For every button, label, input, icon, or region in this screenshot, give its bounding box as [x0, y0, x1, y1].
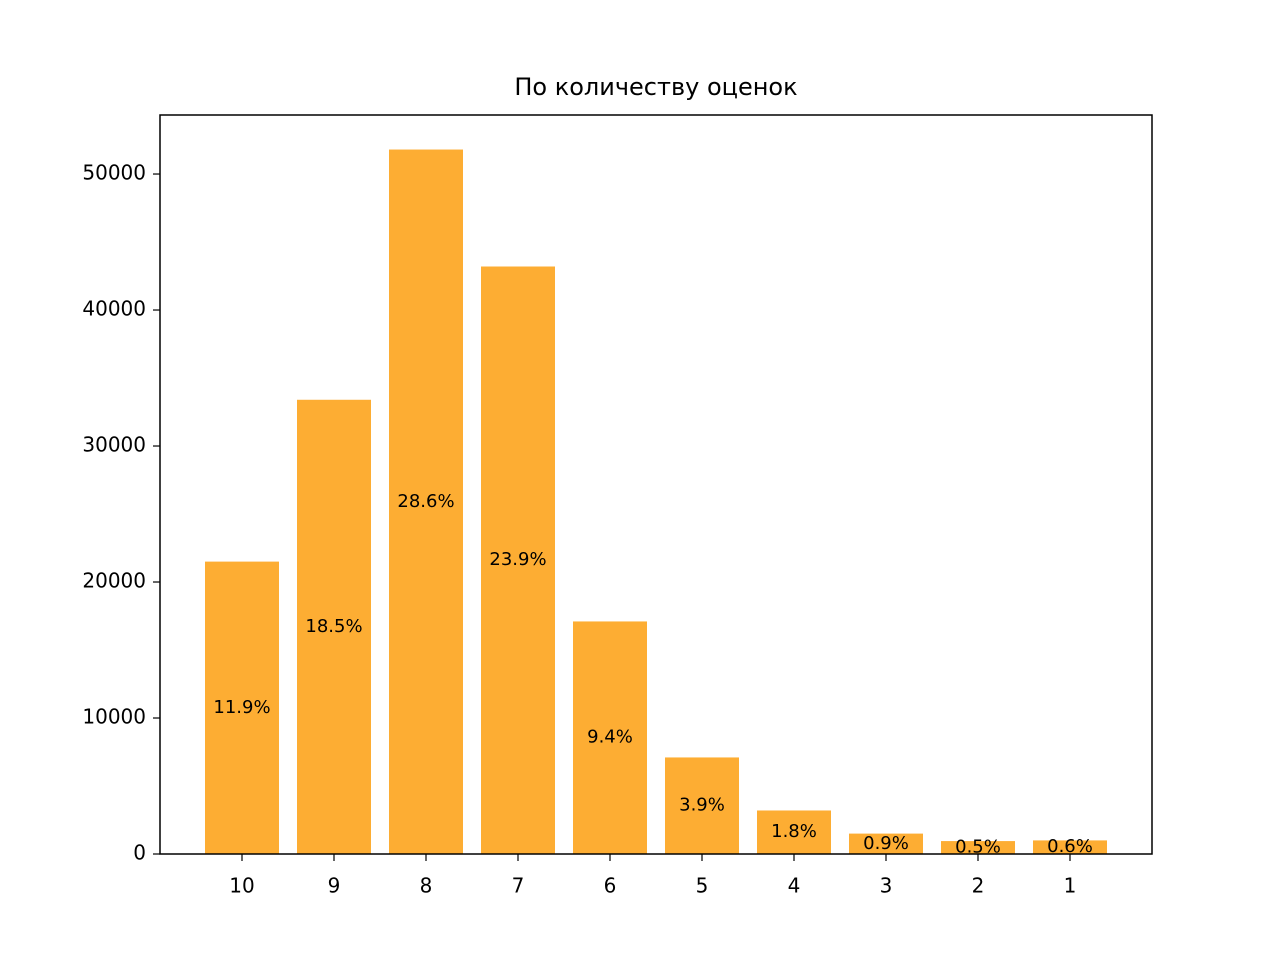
bar [481, 266, 555, 854]
value-label: 23.9% [489, 549, 546, 570]
x-tick-label: 5 [696, 874, 709, 898]
x-tick-label: 6 [604, 874, 617, 898]
bar [297, 399, 371, 854]
x-tick-label: 7 [512, 874, 525, 898]
y-tick-label: 0 [133, 841, 146, 865]
bar [849, 833, 923, 854]
value-label: 18.5% [305, 616, 362, 637]
value-label: 9.4% [587, 727, 633, 748]
value-label: 0.6% [1047, 836, 1093, 857]
y-tick-label: 10000 [82, 705, 146, 729]
x-tick-label: 4 [788, 874, 801, 898]
value-label: 0.9% [863, 833, 909, 854]
x-tick-label: 9 [328, 874, 341, 898]
y-tick-label: 40000 [82, 297, 146, 321]
bar [941, 841, 1015, 854]
y-tick-label: 30000 [82, 433, 146, 457]
y-tick-label: 20000 [82, 569, 146, 593]
bar [389, 149, 463, 855]
x-tick-label: 8 [420, 874, 433, 898]
value-label: 28.6% [397, 491, 454, 512]
value-label: 1.8% [771, 821, 817, 842]
x-tick-label: 10 [229, 874, 254, 898]
bar [757, 810, 831, 854]
plot-frame [159, 114, 1153, 855]
x-tick-label: 1 [1064, 874, 1077, 898]
bar [1033, 840, 1107, 854]
x-tick-label: 3 [880, 874, 893, 898]
bar [205, 561, 279, 854]
y-tick-label: 50000 [82, 161, 146, 185]
value-label: 0.5% [955, 837, 1001, 858]
value-label: 11.9% [213, 697, 270, 718]
value-label: 3.9% [679, 795, 725, 816]
x-tick-label: 2 [972, 874, 985, 898]
bar [665, 757, 739, 854]
chart-title: По количеству оценок [514, 73, 797, 101]
bar [573, 621, 647, 854]
